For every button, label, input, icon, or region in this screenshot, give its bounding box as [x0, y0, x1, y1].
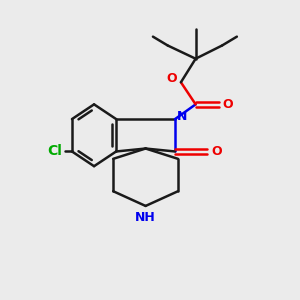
Text: NH: NH: [135, 211, 156, 224]
Text: Cl: Cl: [47, 145, 62, 158]
Text: O: O: [211, 145, 222, 158]
Text: O: O: [166, 72, 177, 85]
Text: N: N: [176, 110, 187, 123]
Text: O: O: [222, 98, 233, 111]
